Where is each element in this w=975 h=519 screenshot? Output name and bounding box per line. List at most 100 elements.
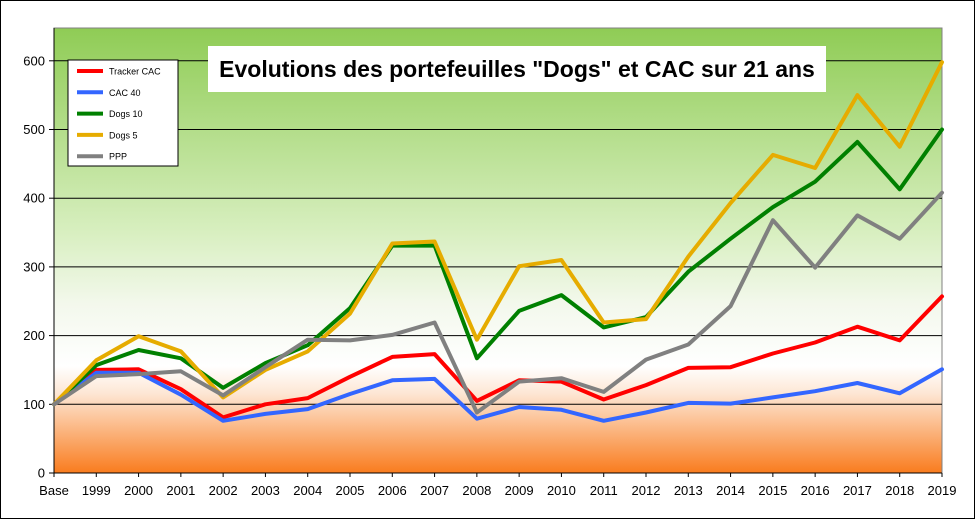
data-point-tracker-cac xyxy=(814,341,816,343)
data-point-dogs-5 xyxy=(603,322,605,324)
data-point-ppp xyxy=(180,370,182,372)
x-tick-label: 2010 xyxy=(547,483,576,498)
x-tick-label: 2013 xyxy=(674,483,703,498)
data-point-dogs-10 xyxy=(518,310,520,312)
data-point-ppp xyxy=(95,375,97,377)
series-line-ppp xyxy=(52,190,944,415)
data-point-dogs-10 xyxy=(730,238,732,240)
data-point-cac-40 xyxy=(264,413,266,415)
data-point-dogs-5 xyxy=(349,313,351,315)
data-point-cac-40 xyxy=(603,420,605,422)
data-point-dogs-10 xyxy=(603,326,605,328)
y-tick-label: 0 xyxy=(38,466,45,481)
data-point-ppp xyxy=(814,267,816,269)
x-tick-label: 2008 xyxy=(462,483,491,498)
data-point-dogs-5 xyxy=(180,350,182,352)
data-point-tracker-cac xyxy=(730,366,732,368)
data-point-dogs-5 xyxy=(899,146,901,148)
data-point-ppp xyxy=(222,394,224,396)
data-point-dogs-10 xyxy=(95,364,97,366)
data-point-dogs-10 xyxy=(349,307,351,309)
data-point-cac-40 xyxy=(434,378,436,380)
data-point-tracker-cac xyxy=(645,384,647,386)
data-point-tracker-cac xyxy=(95,369,97,371)
legend-label: PPP xyxy=(109,152,127,162)
data-point-tracker-cac xyxy=(138,368,140,370)
legend-label: CAC 40 xyxy=(109,88,141,98)
data-point-dogs-5 xyxy=(434,240,436,242)
data-point-dogs-10 xyxy=(222,387,224,389)
plot-area xyxy=(53,27,943,474)
data-point-cac-40 xyxy=(95,372,97,374)
data-point-dogs-10 xyxy=(941,129,943,130)
y-tick-label: 500 xyxy=(23,122,45,137)
data-point-ppp xyxy=(53,403,55,405)
y-tick-label: 300 xyxy=(23,259,45,274)
data-point-ppp xyxy=(518,381,520,383)
data-point-ppp xyxy=(772,219,774,221)
data-point-cac-40 xyxy=(814,390,816,392)
data-point-dogs-5 xyxy=(814,167,816,169)
x-tick-label: 2002 xyxy=(209,483,238,498)
data-point-dogs-10 xyxy=(687,271,689,273)
data-point-cac-40 xyxy=(222,420,224,422)
data-point-tracker-cac xyxy=(687,367,689,369)
data-point-dogs-5 xyxy=(307,350,309,352)
data-point-dogs-5 xyxy=(518,265,520,267)
data-point-tracker-cac xyxy=(560,381,562,383)
legend-label: Tracker CAC xyxy=(109,67,161,77)
data-point-ppp xyxy=(603,391,605,393)
chart-title: Evolutions des portefeuilles "Dogs" et C… xyxy=(208,46,826,92)
data-point-cac-40 xyxy=(687,402,689,404)
y-tick-label: 600 xyxy=(23,53,45,68)
axes: 0 100 200 300 400 500 600 Base 1999 2000 2001 2002 2… xyxy=(23,28,956,498)
data-point-tracker-cac xyxy=(180,388,182,390)
data-point-ppp xyxy=(349,339,351,341)
y-tick-label: 400 xyxy=(23,191,45,206)
data-point-dogs-10 xyxy=(264,362,266,364)
x-tick-label: 2009 xyxy=(505,483,534,498)
data-point-cac-40 xyxy=(560,409,562,411)
data-point-tracker-cac xyxy=(391,356,393,358)
data-point-cac-40 xyxy=(391,379,393,381)
data-point-dogs-10 xyxy=(856,141,858,143)
data-point-ppp xyxy=(264,366,266,368)
x-tick-label: 2018 xyxy=(885,483,914,498)
data-point-ppp xyxy=(391,334,393,336)
series-line-cac-40 xyxy=(52,367,944,423)
data-point-dogs-5 xyxy=(941,61,943,63)
data-point-tracker-cac xyxy=(856,326,858,328)
x-tick-label: 2012 xyxy=(632,483,661,498)
series-line-tracker-cac xyxy=(52,294,944,420)
data-point-dogs-5 xyxy=(772,154,774,156)
data-point-ppp xyxy=(434,322,436,324)
data-point-ppp xyxy=(856,214,858,216)
data-point-tracker-cac xyxy=(899,339,901,341)
data-point-cac-40 xyxy=(856,382,858,384)
data-point-tracker-cac xyxy=(772,352,774,354)
data-point-tracker-cac xyxy=(222,416,224,418)
y-tick-label: 100 xyxy=(23,397,45,412)
data-point-ppp xyxy=(307,339,309,341)
data-point-cac-40 xyxy=(518,406,520,408)
x-tick-label: Base xyxy=(39,483,69,498)
data-point-ppp xyxy=(138,373,140,375)
series-lines xyxy=(52,60,944,423)
data-point-ppp xyxy=(899,238,901,240)
x-tick-label: 2005 xyxy=(336,483,365,498)
data-point-ppp xyxy=(941,192,943,194)
data-point-dogs-5 xyxy=(730,202,732,204)
data-point-cac-40 xyxy=(899,392,901,394)
x-tick-label: 2007 xyxy=(420,483,449,498)
x-tick-label: 2004 xyxy=(293,483,322,498)
x-tick-label: 2006 xyxy=(378,483,407,498)
data-point-dogs-5 xyxy=(476,339,478,341)
data-point-ppp xyxy=(730,305,732,307)
series-line-dogs-5 xyxy=(52,60,944,407)
x-tick-label: 2003 xyxy=(251,483,280,498)
data-point-dogs-5 xyxy=(391,243,393,245)
legend: Tracker CAC CAC 40 Dogs 10 Dogs 5 PPP xyxy=(67,59,179,167)
data-point-cac-40 xyxy=(941,368,943,370)
data-point-cac-40 xyxy=(180,394,182,396)
